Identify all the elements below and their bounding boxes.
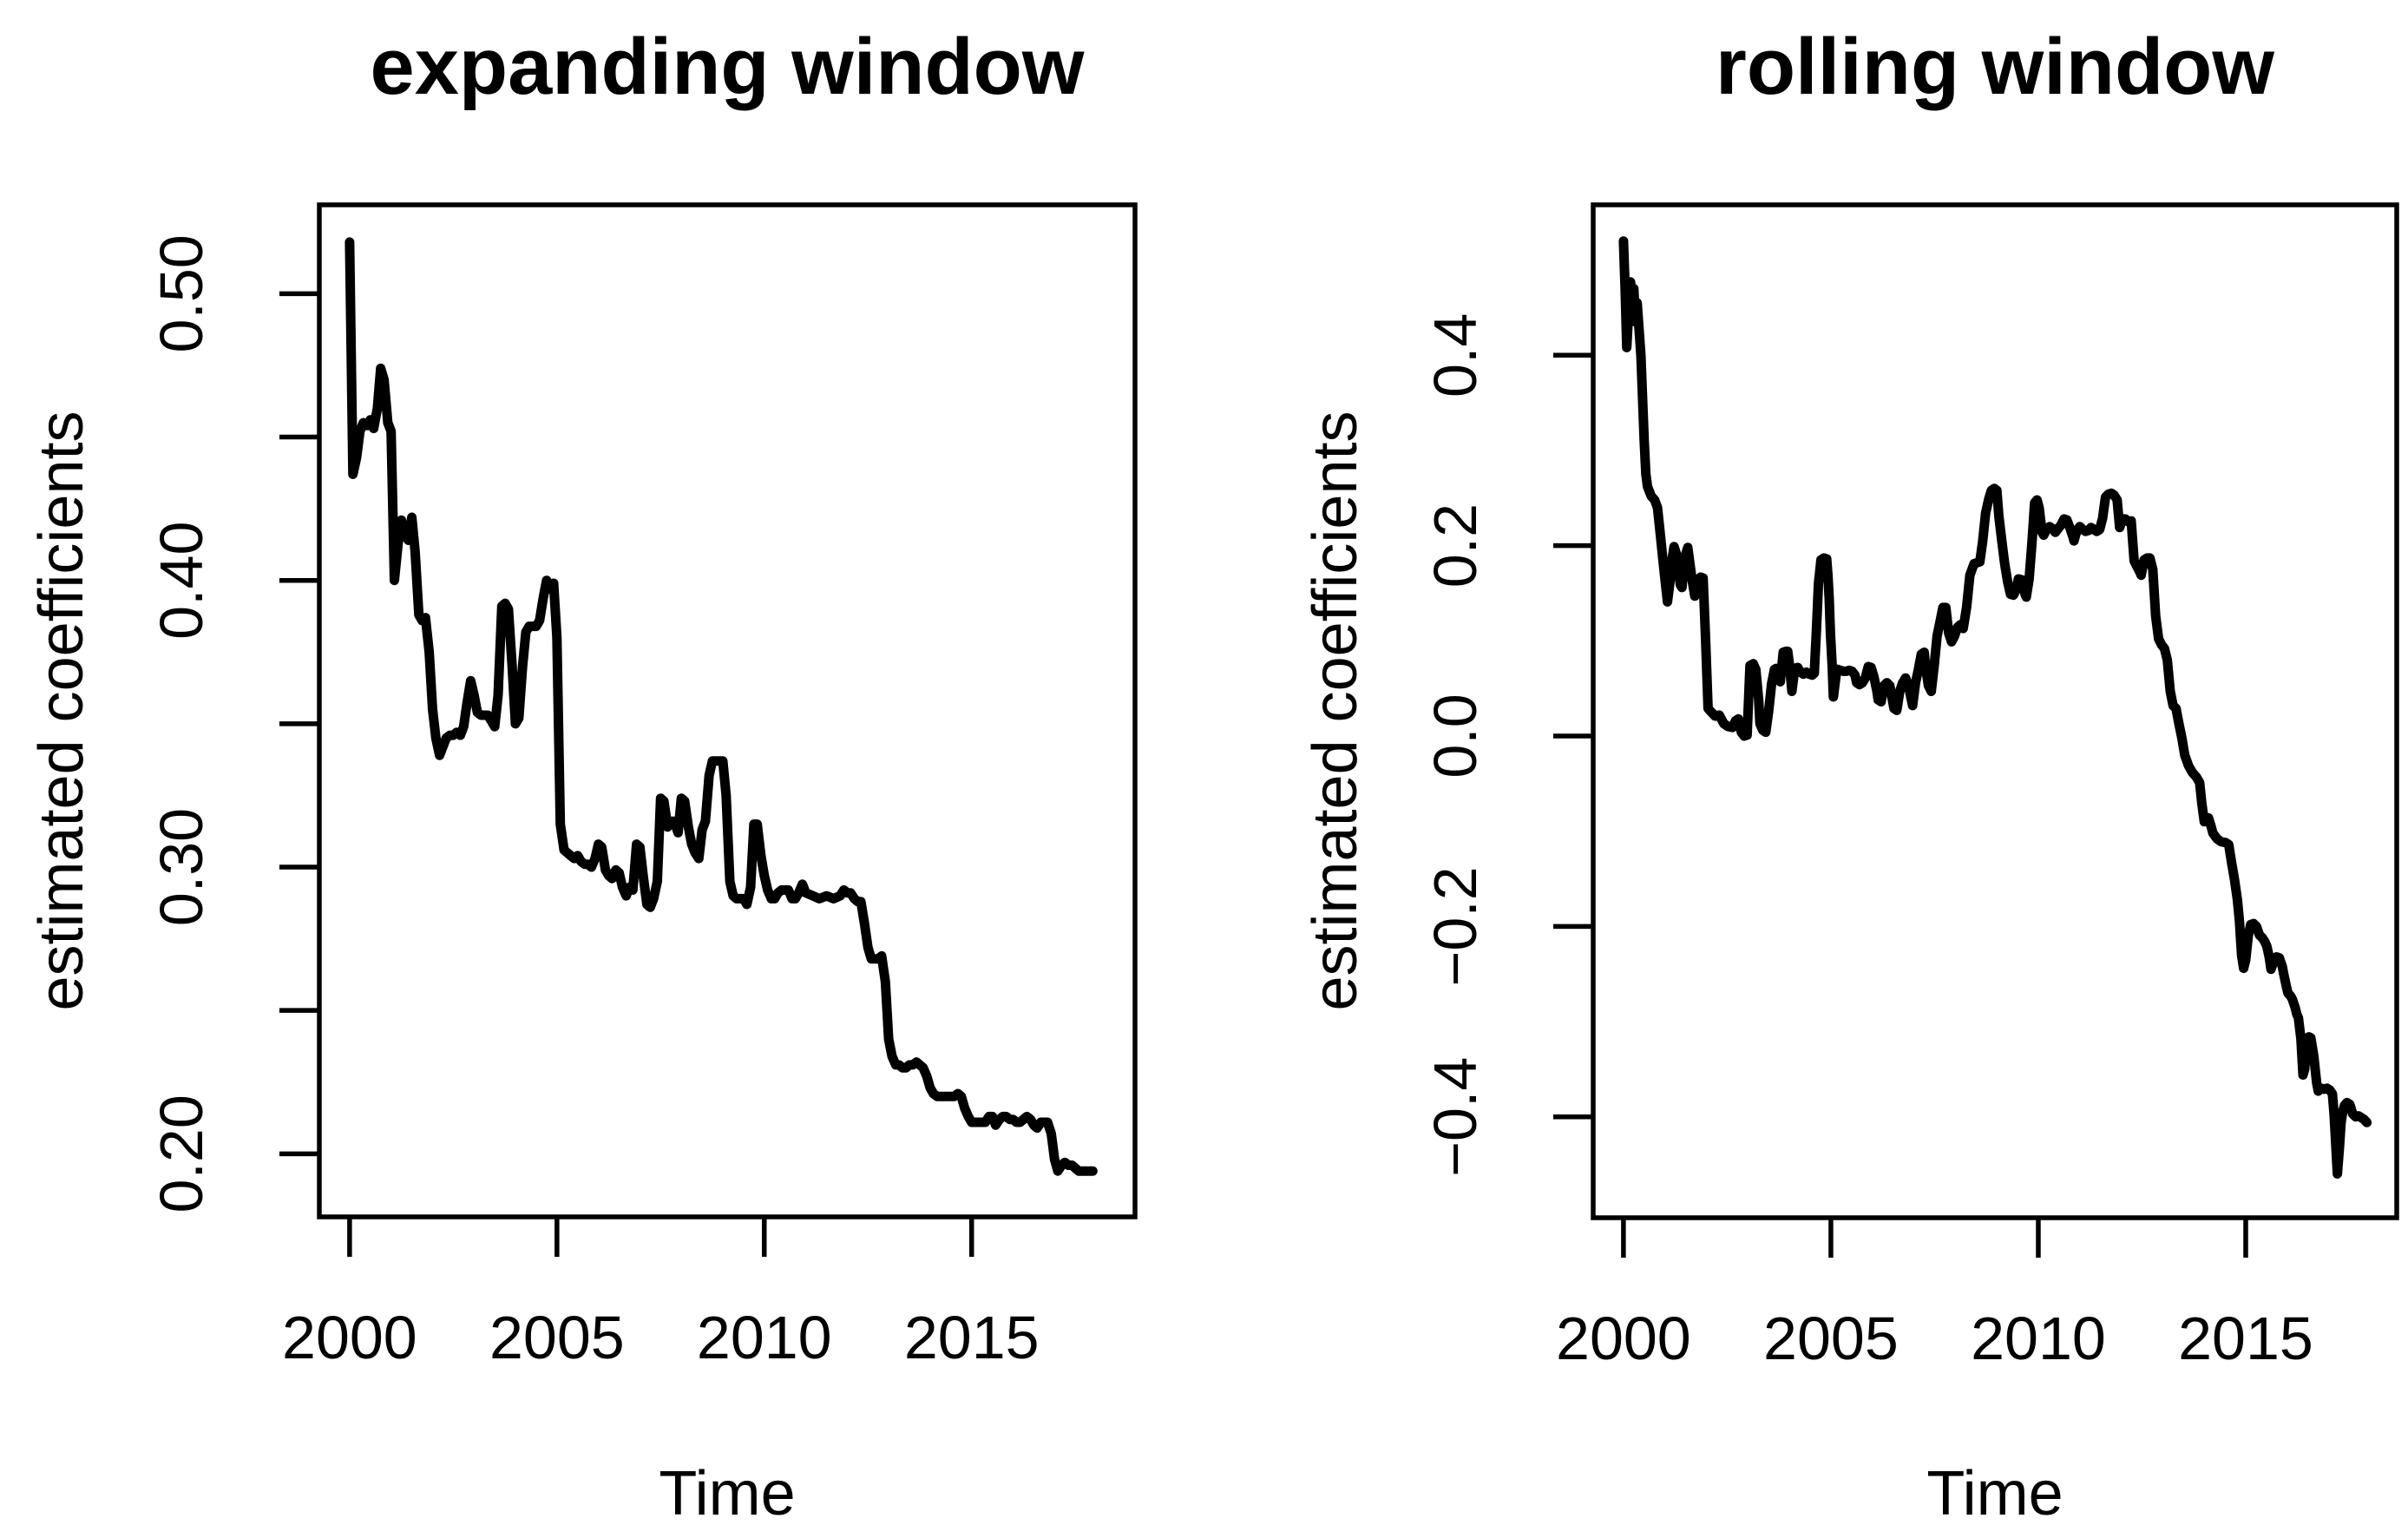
x-axis-label-left: Time bbox=[659, 1459, 795, 1525]
y-axis-label-left: estimated coefficients bbox=[27, 411, 96, 1010]
chart-title-rolling: rolling window bbox=[1716, 23, 2274, 111]
x-tick-label: 2005 bbox=[489, 1304, 625, 1371]
x-tick-label: 2015 bbox=[2178, 1305, 2313, 1372]
series-line-expanding bbox=[344, 237, 1098, 1176]
y-tick-label: 0.0 bbox=[1421, 693, 1489, 778]
y-tick-label: −0.2 bbox=[1421, 866, 1489, 986]
y-tick-label: 0.20 bbox=[148, 1094, 215, 1213]
panel-rolling-window: rolling window Time estimated coefficien… bbox=[1301, 23, 2399, 1525]
x-tick-label: 2005 bbox=[1763, 1305, 1899, 1372]
y-tick-label: 0.2 bbox=[1421, 503, 1489, 588]
x-tick-label: 2010 bbox=[1971, 1305, 2106, 1372]
x-tick-label: 2000 bbox=[1556, 1305, 1691, 1372]
axes-expanding: 2000 2005 2010 2015 0.20 0.30 0.40 0.50 bbox=[148, 202, 1138, 1371]
y-tick-label: −0.4 bbox=[1421, 1057, 1489, 1177]
x-tick-label: 2010 bbox=[697, 1304, 832, 1371]
y-tick-label: 0.30 bbox=[148, 808, 215, 926]
series-line-rolling bbox=[1618, 236, 2372, 1179]
chart-title-expanding: expanding window bbox=[371, 23, 1085, 111]
y-axis-label-right: estimated coefficients bbox=[1301, 411, 1370, 1010]
panel-expanding-window: expanding window Time estimated coeffici… bbox=[27, 23, 1138, 1525]
y-tick-label: 0.50 bbox=[148, 234, 215, 352]
x-tick-label: 2000 bbox=[282, 1304, 417, 1371]
axes-rolling: 2000 2005 2010 2015 −0.4 −0.2 0.0 0.2 0.4 bbox=[1421, 202, 2399, 1372]
x-axis-label-right: Time bbox=[1926, 1459, 2063, 1525]
series-polyline bbox=[1618, 236, 2372, 1179]
y-tick-label: 0.4 bbox=[1421, 313, 1489, 398]
plot-box bbox=[317, 202, 1138, 1219]
series-polyline bbox=[344, 237, 1098, 1176]
x-tick-label: 2015 bbox=[904, 1304, 1040, 1371]
plot-box bbox=[1591, 202, 2399, 1220]
y-tick-label: 0.40 bbox=[148, 522, 215, 640]
